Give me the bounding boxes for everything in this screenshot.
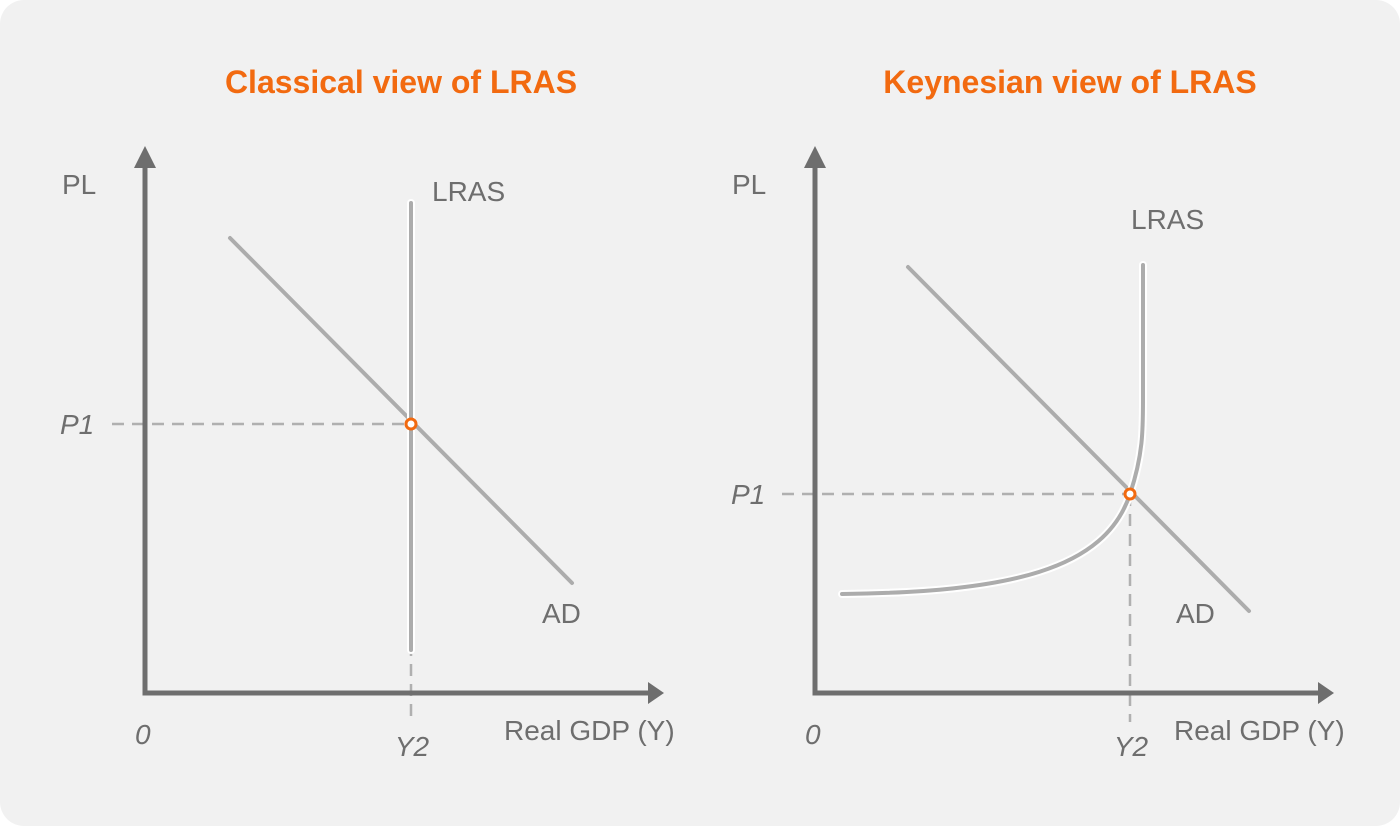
origin-label: 0 (805, 719, 821, 750)
axes (142, 160, 650, 696)
y-axis-label: PL (732, 169, 766, 200)
panel-classical: Classical view of LRAS PL LRAS AD P1 0 Y… (60, 64, 675, 762)
panel-title: Keynesian view of LRAS (883, 64, 1256, 100)
p1-label: P1 (60, 409, 94, 440)
lras-label: LRAS (1131, 204, 1204, 235)
lras-curve (840, 263, 1145, 596)
ad-label: AD (1176, 598, 1215, 629)
panel-keynesian: Keynesian view of LRAS PL LRAS AD P1 0 Y… (731, 64, 1345, 762)
y-axis-label: PL (62, 169, 96, 200)
y2-label: Y2 (395, 731, 430, 762)
axes (812, 160, 1320, 696)
ad-curve (228, 236, 574, 585)
panel-title: Classical view of LRAS (225, 64, 577, 100)
ad-curve (906, 265, 1251, 613)
x-axis-label: Real GDP (Y) (1174, 715, 1345, 746)
y2-label: Y2 (1114, 731, 1149, 762)
p1-label: P1 (731, 479, 765, 510)
origin-label: 0 (135, 719, 151, 750)
equilibrium (1123, 487, 1137, 501)
ad-label: AD (542, 598, 581, 629)
lras-label: LRAS (432, 176, 505, 207)
equilibrium (404, 417, 418, 431)
x-axis-label: Real GDP (Y) (504, 715, 675, 746)
